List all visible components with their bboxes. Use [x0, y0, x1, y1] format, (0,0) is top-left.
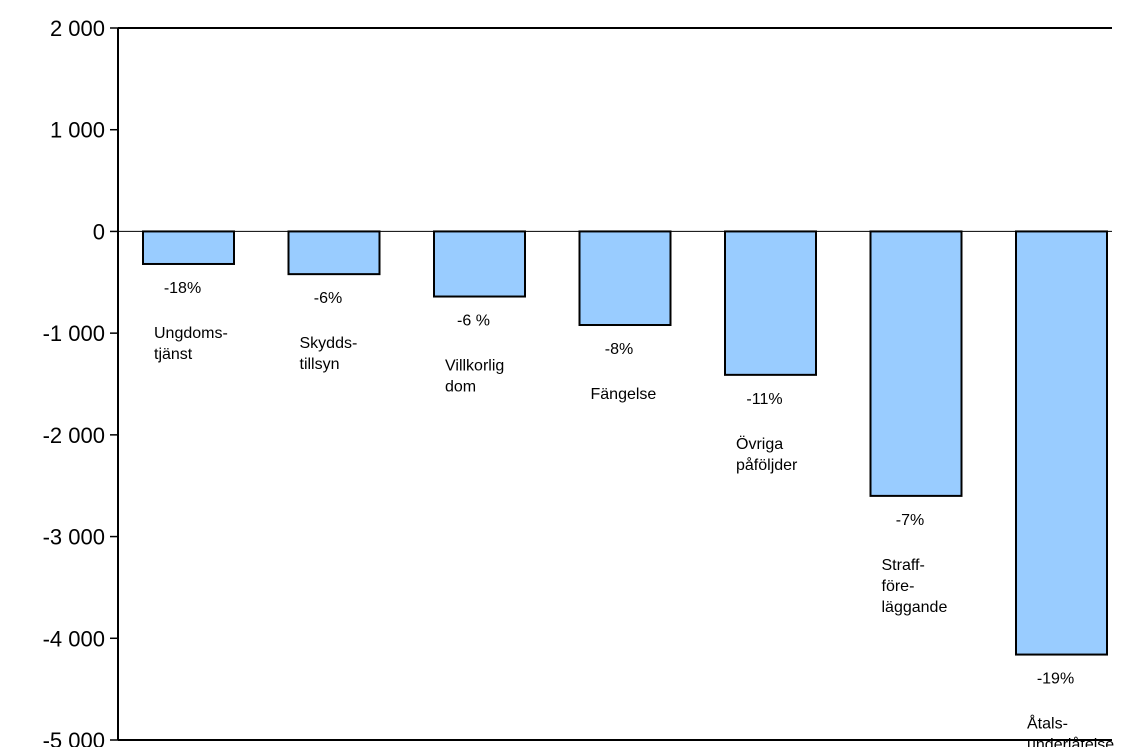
- category-label-line: Åtals-: [1027, 714, 1068, 733]
- category-label: Ungdoms-tjänst: [154, 325, 228, 363]
- y-tick-label: -5 000: [43, 728, 105, 747]
- y-tick-label: 2 000: [50, 16, 105, 41]
- category-label-line: dom: [445, 379, 476, 396]
- category-label: Villkorlig dom: [445, 358, 504, 396]
- category-label: Åtals-underlåtelse: [1027, 714, 1114, 747]
- y-tick-label: 1 000: [50, 118, 105, 143]
- bar: [578, 230, 672, 327]
- category-label-line: Övriga: [736, 435, 783, 453]
- data-label: -6%: [314, 290, 342, 307]
- data-label: -11%: [746, 391, 782, 408]
- bar: [142, 230, 235, 265]
- category-label: Övriga påföljder: [736, 435, 798, 474]
- category-label-line: Villkorlig: [445, 358, 504, 375]
- category-label-line: läggande: [882, 599, 948, 616]
- data-label: -7%: [896, 512, 924, 529]
- category-label-line: före-: [882, 578, 915, 595]
- data-label: -19%: [1037, 671, 1074, 688]
- category-label-line: Skydds-: [300, 335, 358, 352]
- category-label-line: Fängelse: [591, 386, 657, 403]
- data-label: -18%: [164, 280, 201, 297]
- category-label: Skydds-tillsyn: [300, 335, 358, 373]
- y-tick-label: -1 000: [43, 321, 105, 346]
- bar: [287, 230, 381, 276]
- bar: [869, 230, 963, 497]
- data-label: -6 %: [457, 313, 490, 330]
- data-label: -8%: [605, 341, 633, 358]
- y-tick-label: -4 000: [43, 626, 105, 651]
- category-label: Straff-före-läggande: [882, 557, 948, 616]
- category-label-line: underlåtelse: [1027, 736, 1114, 747]
- bar: [433, 230, 526, 298]
- y-tick-label: 0: [93, 219, 105, 244]
- category-label-line: tjänst: [154, 346, 193, 363]
- bar: [724, 230, 817, 376]
- chart-bars: [142, 230, 1108, 656]
- chart-axes: 2 000 1 000 0 -1 000 -2 000 -3 000 -4 000 -5 00…: [43, 16, 1112, 747]
- category-label-line: Ungdoms-: [154, 325, 228, 342]
- y-tick-label: -2 000: [43, 423, 105, 448]
- category-label-line: Straff-: [882, 557, 925, 574]
- y-tick-label: -3 000: [43, 525, 105, 550]
- chart-labels: -18% Ungdoms-tjänst -6% Skydds-tillsyn -6 % V…: [154, 280, 1114, 747]
- category-label-line: tillsyn: [300, 356, 340, 373]
- category-label-line: påföljder: [736, 456, 798, 474]
- category-label: Fängelse: [591, 386, 657, 403]
- bar: [1015, 230, 1108, 656]
